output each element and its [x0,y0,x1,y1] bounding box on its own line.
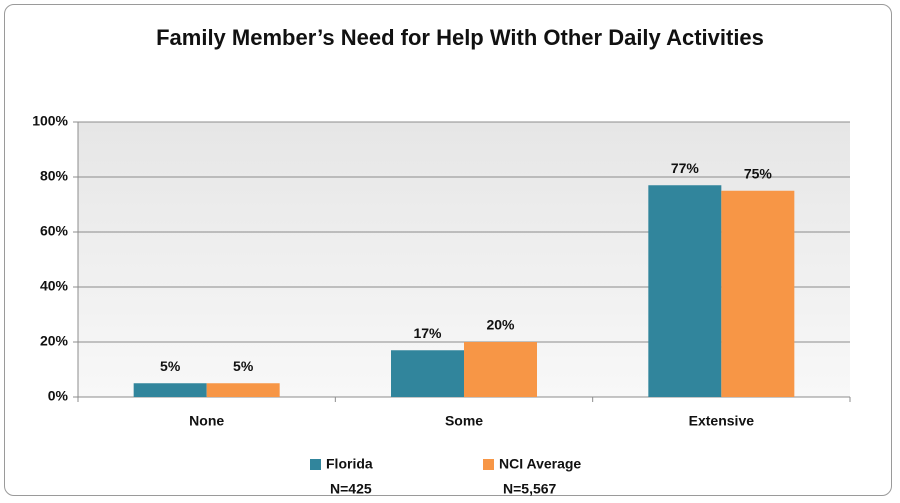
y-tick-label: 80% [40,168,69,184]
value-label: 75% [744,165,773,181]
value-label: 5% [233,358,254,374]
y-tick-label: 40% [40,278,69,294]
value-label: 17% [413,325,442,341]
bar [206,383,280,397]
legend-label: NCI Average [499,456,581,472]
chart-frame [4,4,892,496]
chart-title: Family Member’s Need for Help With Other… [156,25,764,50]
legend-note: N=425 [330,481,372,497]
x-tick-label: Extensive [689,413,755,429]
legend-swatch [483,459,494,470]
y-tick-label: 60% [40,223,69,239]
bar [391,350,464,397]
value-label: 5% [160,358,181,374]
value-label: 20% [486,317,515,333]
y-tick-label: 0% [48,388,69,404]
bar [464,342,537,397]
legend-label: Florida [326,456,373,472]
bar [648,185,722,397]
legend-swatch [310,459,321,470]
x-tick-label: None [189,413,224,429]
x-tick-label: Some [445,413,483,429]
bar [721,190,795,397]
bar [133,383,207,397]
y-tick-label: 100% [32,113,68,129]
legend-note: N=5,567 [503,481,557,497]
y-tick-label: 20% [40,333,69,349]
value-label: 77% [671,160,700,176]
